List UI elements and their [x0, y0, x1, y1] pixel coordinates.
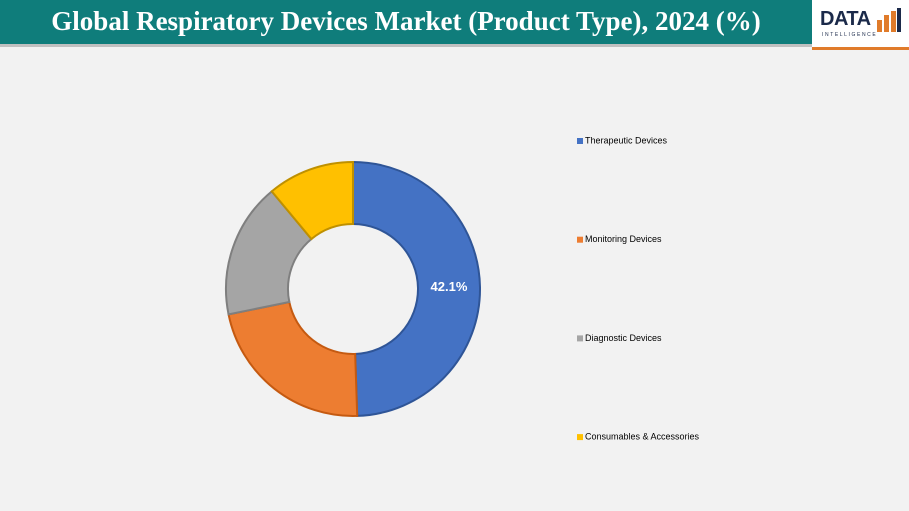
legend-label: Monitoring Devices: [585, 234, 662, 244]
legend-label: Consumables & Accessories: [585, 431, 700, 441]
donut-segment: [352, 160, 481, 417]
logo-tagline: INTELLIGENCE: [822, 32, 878, 38]
header: Global Respiratory Devices Market (Produ…: [0, 0, 812, 47]
chart: 42.1% Therapeutic Devices Monitoring Devic…: [225, 135, 700, 441]
logo-name: DATA: [820, 8, 871, 30]
donut-segment: [227, 300, 359, 417]
legend-swatch: [577, 138, 583, 144]
logo: DATA INTELLIGENCE: [812, 0, 909, 50]
legend-label: Therapeutic Devices: [585, 135, 668, 145]
legend-swatch: [577, 236, 583, 243]
chart-title: Global Respiratory Devices Market (Produ…: [51, 6, 761, 36]
data-label: 42.1%: [431, 279, 468, 294]
legend-swatch: [577, 335, 583, 342]
donut-segment: [270, 160, 354, 241]
legend-label: Diagnostic Devices: [585, 333, 662, 343]
logo-icon: [877, 8, 901, 32]
legend-swatch: [577, 434, 583, 441]
